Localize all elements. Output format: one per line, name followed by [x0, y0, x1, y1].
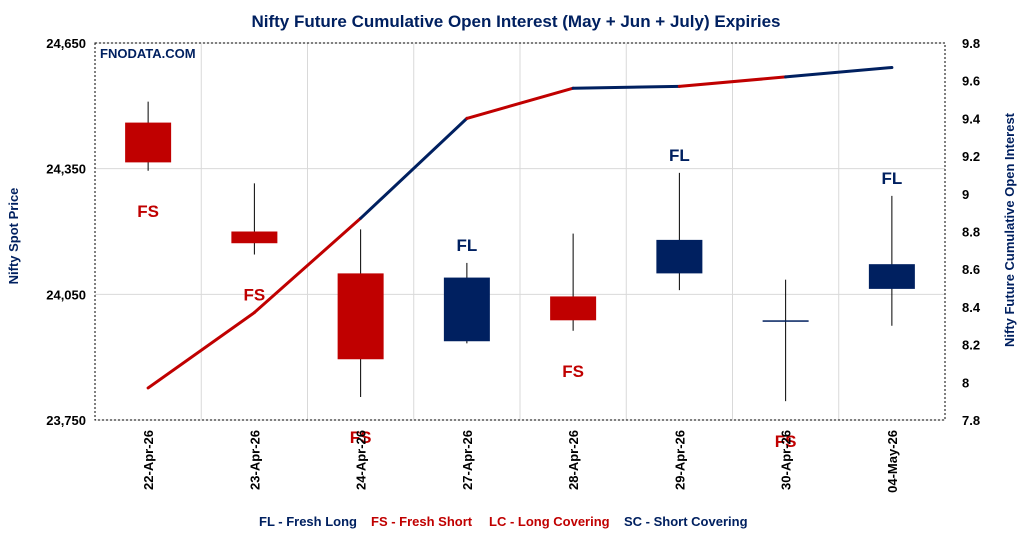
y-left-axis: 24,650 24,350 24,050 23,750	[46, 36, 86, 428]
legend-item: FL - Fresh Long	[259, 514, 357, 529]
y-left-tick-label: 24,650	[46, 36, 86, 51]
candle-annotation: FS	[775, 432, 797, 451]
x-tick-label: 28-Apr-26	[566, 430, 581, 490]
candle-annotation: FS	[137, 202, 159, 221]
candle-annotation: FL	[881, 169, 902, 188]
y-right-tick-label: 7.8	[962, 413, 980, 428]
x-tick-label: 22-Apr-26	[141, 430, 156, 490]
y-left-tick-label: 24,050	[46, 287, 86, 302]
chart-title: Nifty Future Cumulative Open Interest (M…	[251, 12, 780, 31]
x-tick-label: 04-May-26	[885, 430, 900, 493]
candle-body	[231, 231, 278, 244]
y-right-tick-label: 9	[962, 187, 969, 202]
x-tick-label: 30-Apr-26	[779, 430, 794, 490]
oi-segment	[465, 86, 575, 120]
y-left-tick-label: 23,750	[46, 413, 86, 428]
annotations: FS FS FS FL FS FL FS FL	[137, 146, 902, 451]
y-right-axis: 9.8 9.6 9.4 9.2 9 8.8 8.6 8.4 8.2 8 7.8	[962, 36, 981, 428]
candle-body	[868, 264, 915, 289]
legend-item: SC - Short Covering	[624, 514, 748, 529]
x-tick-label: 23-Apr-26	[247, 430, 262, 490]
y-left-label: Nifty Spot Price	[6, 188, 21, 285]
oi-segment	[146, 311, 256, 390]
x-axis: 22-Apr-26 23-Apr-26 24-Apr-26 27-Apr-26 28-A…	[141, 430, 900, 493]
oi-segment	[359, 116, 469, 220]
y-right-tick-label: 8.8	[962, 225, 980, 240]
y-right-tick-label: 9.6	[962, 74, 980, 89]
y-right-tick-label: 9.8	[962, 36, 980, 51]
candle-annotation: FS	[244, 286, 266, 305]
candles	[125, 101, 915, 402]
gridlines	[95, 42, 945, 421]
oi-segment	[784, 66, 894, 79]
y-right-label: Nifty Future Cumulative Open Interest	[1002, 112, 1017, 347]
candle-body	[443, 277, 490, 342]
candle-annotation: FS	[350, 428, 372, 447]
y-left-tick-label: 24,350	[46, 162, 86, 177]
watermark: FNODATA.COM	[100, 46, 196, 61]
x-tick-label: 29-Apr-26	[672, 430, 687, 490]
candle-annotation: FS	[562, 362, 584, 381]
open-interest-line	[146, 66, 894, 390]
oi-segment	[252, 216, 363, 315]
y-right-tick-label: 9.2	[962, 149, 980, 164]
candle-body	[656, 239, 703, 274]
candle-body	[125, 122, 172, 163]
oi-segment	[571, 84, 681, 90]
legend: FL - Fresh Long FS - Fresh Short LC - Long…	[259, 514, 748, 529]
candle-annotation: FL	[669, 146, 690, 165]
candle-body	[762, 320, 809, 322]
legend-item: FS - Fresh Short	[371, 514, 473, 529]
y-right-tick-label: 8.2	[962, 338, 980, 353]
plot-area-border	[94, 42, 946, 421]
y-right-tick-label: 8	[962, 375, 969, 390]
candle-body	[337, 273, 384, 360]
y-right-tick-label: 8.4	[962, 300, 981, 315]
oi-segment	[677, 75, 788, 88]
y-right-tick-label: 9.4	[962, 111, 981, 126]
candle-body	[550, 296, 597, 321]
y-right-tick-label: 8.6	[962, 262, 980, 277]
x-tick-label: 24-Apr-26	[354, 430, 369, 490]
x-tick-label: 27-Apr-26	[460, 430, 475, 490]
legend-item: LC - Long Covering	[489, 514, 610, 529]
candle-annotation: FL	[456, 236, 477, 255]
